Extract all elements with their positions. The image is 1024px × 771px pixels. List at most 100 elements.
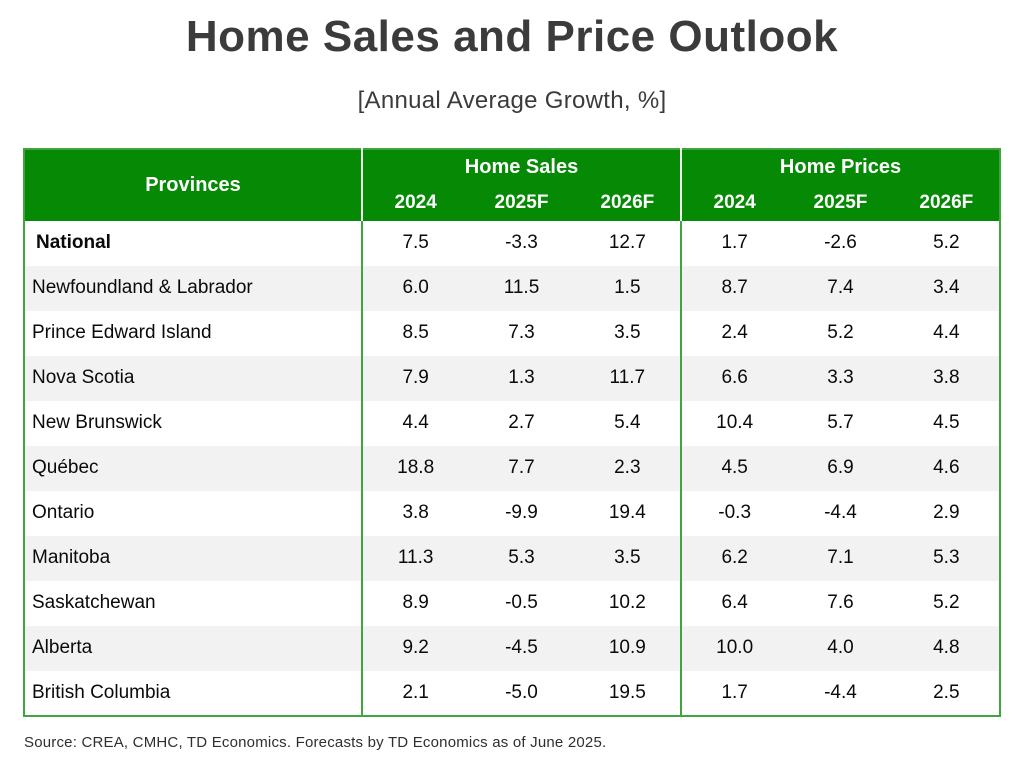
value-cell: 7.7: [508, 457, 535, 479]
home-prices-group-header: Home Prices: [679, 148, 1000, 185]
value-cell: 3.4: [933, 277, 960, 299]
value-cell: 3.5: [614, 322, 641, 344]
value-cell: 4.0: [827, 637, 854, 659]
value-cell: -9.9: [505, 502, 538, 524]
table-row: New Brunswick 4.4 2.7 5.4 10.4 5.7 4.5: [24, 400, 1000, 446]
table-row: Alberta 9.2 -4.5 10.9 10.0 4.0 4.8: [24, 625, 1000, 671]
value-cell: -5.0: [505, 681, 538, 703]
value-cell: 7.6: [827, 592, 854, 614]
table-body: National 7.5 -3.3 12.7 1.7 -2.6 5.2 Newfoundlan…: [24, 220, 1000, 716]
value-cell: 1.7: [679, 220, 788, 266]
value-cell: 4.5: [933, 412, 960, 434]
value-cell: 4.5: [679, 445, 788, 491]
value-cell: 11.5: [503, 277, 540, 299]
value-cell: 6.4: [679, 580, 788, 626]
value-cell: 4.4: [360, 400, 469, 446]
value-cell: 7.4: [827, 277, 854, 299]
value-cell: 8.9: [360, 580, 469, 626]
value-cell: -4.5: [505, 637, 538, 659]
value-cell: 2.9: [933, 502, 960, 524]
year-header: 2025F: [468, 184, 575, 221]
value-cell: -4.4: [824, 681, 857, 703]
value-cell: -3.3: [505, 232, 538, 254]
value-cell: 7.1: [827, 547, 854, 569]
value-cell: 5.2: [827, 322, 854, 344]
table-row: Newfoundland & Labrador 6.0 11.5 1.5 8.7 7.4 3…: [24, 265, 1000, 311]
value-cell: 19.4: [608, 502, 646, 524]
value-cell: 4.4: [933, 322, 960, 344]
value-cell: 4.6: [933, 457, 960, 479]
page-subtitle: [Annual Average Growth, %]: [357, 86, 667, 114]
value-cell: 6.9: [827, 457, 854, 479]
value-cell: 12.7: [608, 232, 646, 254]
value-cell: 10.4: [679, 400, 788, 446]
table-row: British Columbia 2.1 -5.0 19.5 1.7 -4.4 2.5: [24, 670, 1000, 716]
value-cell: 2.5: [933, 681, 960, 703]
value-cell: 3.5: [614, 547, 641, 569]
value-cell: 2.3: [614, 457, 641, 479]
value-cell: 1.3: [508, 367, 535, 389]
value-cell: 19.5: [608, 681, 646, 703]
table-row: Ontario 3.8 -9.9 19.4 -0.3 -4.4 2.9: [24, 490, 1000, 536]
value-cell: 4.8: [933, 637, 960, 659]
value-cell: 5.2: [933, 592, 960, 614]
value-cell: 8.7: [679, 265, 788, 311]
province-cell: Newfoundland & Labrador: [32, 277, 253, 299]
value-cell: 8.5: [360, 310, 469, 356]
value-cell: 11.7: [609, 367, 646, 389]
provinces-header: Provinces: [24, 148, 362, 221]
value-cell: 7.5: [360, 220, 469, 266]
value-cell: 5.4: [614, 412, 641, 434]
province-cell: Manitoba: [32, 547, 111, 569]
value-cell: 2.7: [508, 412, 535, 434]
value-cell: 6.2: [679, 535, 788, 581]
group-header-row: Provinces Home Sales Home Prices: [24, 148, 1000, 221]
value-cell: 9.2: [360, 625, 469, 671]
page-title: Home Sales and Price Outlook: [185, 12, 839, 61]
year-header: 2024: [360, 184, 469, 221]
province-cell: Québec: [32, 457, 99, 479]
value-cell: 5.2: [933, 232, 960, 254]
value-cell: 7.9: [360, 355, 469, 401]
table-row: Manitoba 11.3 5.3 3.5 6.2 7.1 5.3: [24, 535, 1000, 581]
province-cell: Saskatchewan: [32, 592, 156, 614]
value-cell: 10.2: [608, 592, 646, 614]
province-cell: British Columbia: [32, 681, 171, 703]
value-cell: 3.3: [827, 367, 854, 389]
province-cell: Nova Scotia: [32, 367, 135, 389]
province-cell: National: [36, 232, 111, 254]
table-row: National 7.5 -3.3 12.7 1.7 -2.6 5.2: [24, 220, 1000, 266]
value-cell: 3.8: [933, 367, 960, 389]
year-header: 2026F: [893, 184, 1000, 221]
province-cell: Alberta: [32, 637, 93, 659]
value-cell: 18.8: [360, 445, 469, 491]
value-cell: 2.4: [679, 310, 788, 356]
value-cell: -4.4: [824, 502, 857, 524]
value-cell: 3.8: [360, 490, 469, 536]
value-cell: 10.0: [679, 625, 788, 671]
year-header: 2024: [679, 184, 788, 221]
value-cell: 6.0: [360, 265, 469, 311]
year-header-row: 2024 2025F 2026F 2024 2025F 2026F: [24, 184, 1000, 221]
table-row: Nova Scotia 7.9 1.3 11.7 6.6 3.3 3.8: [24, 355, 1000, 401]
value-cell: 5.3: [933, 547, 960, 569]
province-cell: Ontario: [32, 502, 95, 524]
value-cell: 5.7: [827, 412, 854, 434]
value-cell: -0.5: [505, 592, 538, 614]
home-sales-group-header: Home Sales: [361, 148, 681, 185]
value-cell: 2.1: [360, 670, 469, 716]
value-cell: 1.5: [614, 277, 641, 299]
value-cell: 11.3: [360, 535, 469, 581]
source-note: Source: CREA, CMHC, TD Economics. Foreca…: [24, 733, 607, 751]
value-cell: 1.7: [679, 670, 788, 716]
value-cell: -2.6: [824, 232, 857, 254]
table-row: Saskatchewan 8.9 -0.5 10.2 6.4 7.6 5.2: [24, 580, 1000, 626]
value-cell: 10.9: [608, 637, 646, 659]
table-header: Provinces Home Sales Home Prices 2024 20…: [24, 148, 1000, 221]
outlook-table: Provinces Home Sales Home Prices 2024 20…: [23, 147, 1001, 717]
table-row: Prince Edward Island 8.5 7.3 3.5 2.4 5.2 4.4: [24, 310, 1000, 356]
value-cell: 7.3: [508, 322, 535, 344]
year-header: 2025F: [787, 184, 894, 221]
value-cell: 5.3: [508, 547, 535, 569]
year-header: 2026F: [574, 184, 681, 221]
